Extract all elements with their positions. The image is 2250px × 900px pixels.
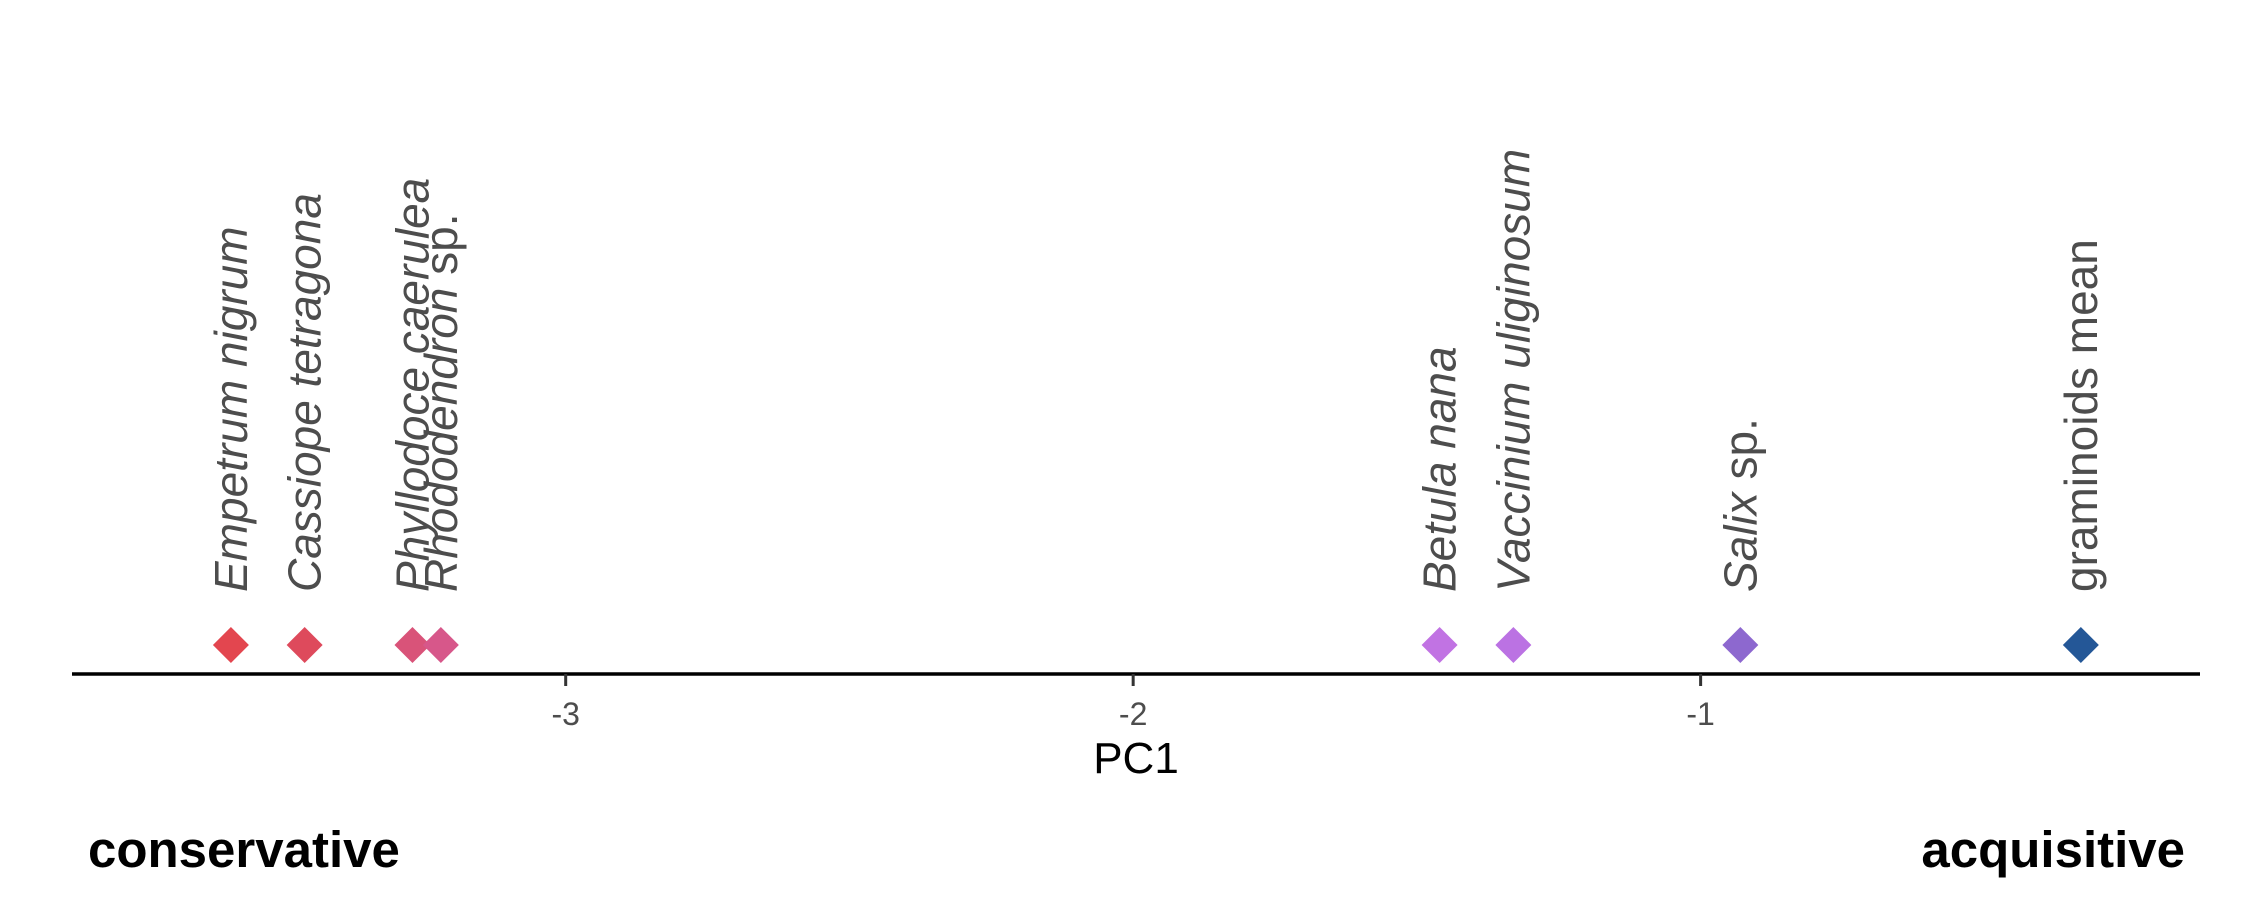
- data-point-diamond: [1495, 627, 1532, 663]
- point-label: Salix sp.: [1714, 418, 1766, 592]
- x-tick-label: -2: [1119, 696, 1147, 732]
- data-point-diamond: [2062, 627, 2099, 663]
- point-label: Cassiope tetragona: [279, 193, 331, 592]
- data-points: [212, 627, 2099, 663]
- point-label: Vaccinium uliginosum: [1487, 149, 1539, 592]
- x-axis-ticks: -3 -2 -1: [551, 674, 1715, 732]
- point-labels: Empetrum nigrum Cassiope tetragona Phyllod…: [205, 149, 2107, 592]
- point-label: Phyllodoce caerulea: [386, 178, 438, 592]
- x-tick-label: -1: [1686, 696, 1714, 732]
- data-point-diamond: [422, 627, 459, 663]
- data-point-diamond: [286, 627, 323, 663]
- data-point-diamond: [212, 627, 249, 663]
- x-axis-title: PC1: [1093, 734, 1179, 783]
- data-point-diamond: [1421, 627, 1458, 663]
- point-label: Betula nana: [1414, 346, 1466, 592]
- x-tick-label: -3: [551, 696, 579, 732]
- data-point-diamond: [394, 627, 431, 663]
- point-label: Rhododendron sp.: [415, 213, 467, 592]
- acquisitive-label: acquisitive: [1921, 821, 2185, 878]
- point-label: Empetrum nigrum: [205, 226, 257, 592]
- conservative-label: conservative: [88, 821, 400, 878]
- data-point-diamond: [1722, 627, 1759, 663]
- point-label: graminoids mean: [2055, 239, 2107, 592]
